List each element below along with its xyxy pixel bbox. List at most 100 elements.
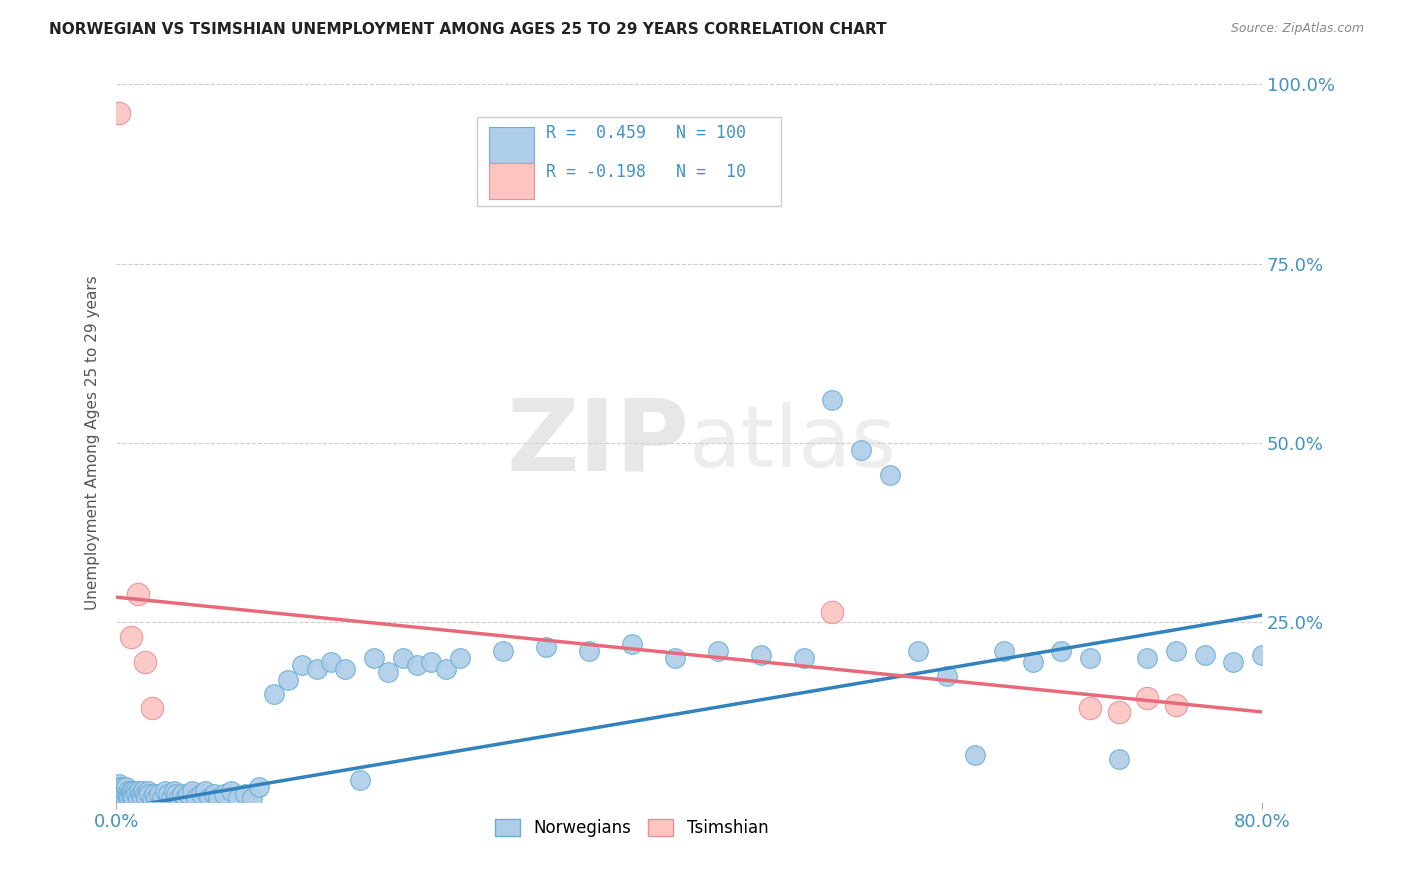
Point	[406, 658, 429, 673]
Point	[1050, 644, 1073, 658]
Point	[110, 788, 132, 802]
Point	[492, 644, 515, 658]
Point	[108, 777, 131, 791]
Point	[120, 630, 142, 644]
Point	[1164, 698, 1187, 712]
Point	[226, 791, 249, 805]
Point	[114, 784, 136, 798]
Point	[105, 780, 128, 795]
Point	[620, 637, 643, 651]
Point	[153, 784, 176, 798]
Point	[114, 791, 136, 805]
Point	[1164, 644, 1187, 658]
Point	[377, 665, 399, 680]
Point	[263, 687, 285, 701]
Point	[107, 784, 129, 798]
Point	[391, 651, 413, 665]
Point	[935, 669, 957, 683]
Point	[117, 791, 139, 805]
Point	[115, 788, 138, 802]
Point	[125, 788, 148, 802]
Text: Source: ZipAtlas.com: Source: ZipAtlas.com	[1230, 22, 1364, 36]
Point	[150, 791, 173, 805]
Point	[141, 701, 163, 715]
Point	[291, 658, 314, 673]
Point	[131, 791, 153, 805]
Point	[108, 106, 131, 120]
Point	[335, 662, 357, 676]
Point	[907, 644, 929, 658]
Point	[240, 791, 263, 805]
Point	[449, 651, 471, 665]
Legend: Norwegians, Tsimshian: Norwegians, Tsimshian	[489, 812, 775, 844]
FancyBboxPatch shape	[489, 163, 534, 199]
Point	[134, 655, 156, 669]
Point	[793, 651, 815, 665]
Point	[159, 791, 181, 805]
Point	[1108, 751, 1130, 765]
Y-axis label: Unemployment Among Ages 25 to 29 years: Unemployment Among Ages 25 to 29 years	[86, 276, 100, 610]
Point	[127, 791, 149, 805]
Point	[156, 788, 179, 802]
Point	[202, 788, 225, 802]
Point	[129, 788, 152, 802]
Point	[219, 784, 242, 798]
Point	[1078, 701, 1101, 715]
Text: NORWEGIAN VS TSIMSHIAN UNEMPLOYMENT AMONG AGES 25 TO 29 YEARS CORRELATION CHART: NORWEGIAN VS TSIMSHIAN UNEMPLOYMENT AMON…	[49, 22, 887, 37]
Point	[993, 644, 1015, 658]
Point	[1022, 655, 1045, 669]
Point	[111, 791, 134, 805]
Point	[349, 773, 371, 788]
Point	[849, 443, 872, 458]
Point	[277, 673, 299, 687]
Point	[194, 784, 217, 798]
Point	[965, 747, 987, 762]
Point	[305, 662, 328, 676]
Point	[190, 788, 212, 802]
Point	[134, 788, 156, 802]
Point	[1136, 690, 1159, 705]
Text: ZIP: ZIP	[506, 394, 689, 491]
Point	[135, 791, 157, 805]
Point	[141, 791, 163, 805]
Point	[112, 788, 135, 802]
Point	[1078, 651, 1101, 665]
Point	[186, 791, 208, 805]
Point	[434, 662, 457, 676]
Point	[118, 788, 141, 802]
Point	[706, 644, 728, 658]
Point	[145, 791, 167, 805]
Point	[128, 784, 150, 798]
Point	[177, 788, 200, 802]
Point	[118, 791, 141, 805]
Point	[664, 651, 686, 665]
Point	[121, 791, 143, 805]
Point	[207, 791, 229, 805]
Point	[115, 780, 138, 795]
FancyBboxPatch shape	[489, 128, 534, 163]
Point	[120, 784, 142, 798]
Point	[124, 784, 146, 798]
Point	[112, 780, 135, 795]
Point	[111, 784, 134, 798]
Point	[578, 644, 600, 658]
Point	[121, 784, 143, 798]
Text: atlas: atlas	[689, 401, 897, 484]
Point	[420, 655, 443, 669]
Point	[879, 468, 901, 483]
Point	[1251, 648, 1274, 662]
Point	[319, 655, 342, 669]
Text: R =  0.459   N = 100: R = 0.459 N = 100	[546, 124, 745, 142]
Point	[181, 784, 204, 798]
Point	[1222, 655, 1244, 669]
Point	[198, 791, 221, 805]
Point	[169, 791, 191, 805]
Point	[165, 788, 187, 802]
Point	[120, 788, 142, 802]
Point	[174, 791, 197, 805]
Point	[136, 784, 159, 798]
Point	[233, 788, 256, 802]
Point	[110, 780, 132, 795]
FancyBboxPatch shape	[477, 117, 780, 206]
Point	[1108, 705, 1130, 719]
